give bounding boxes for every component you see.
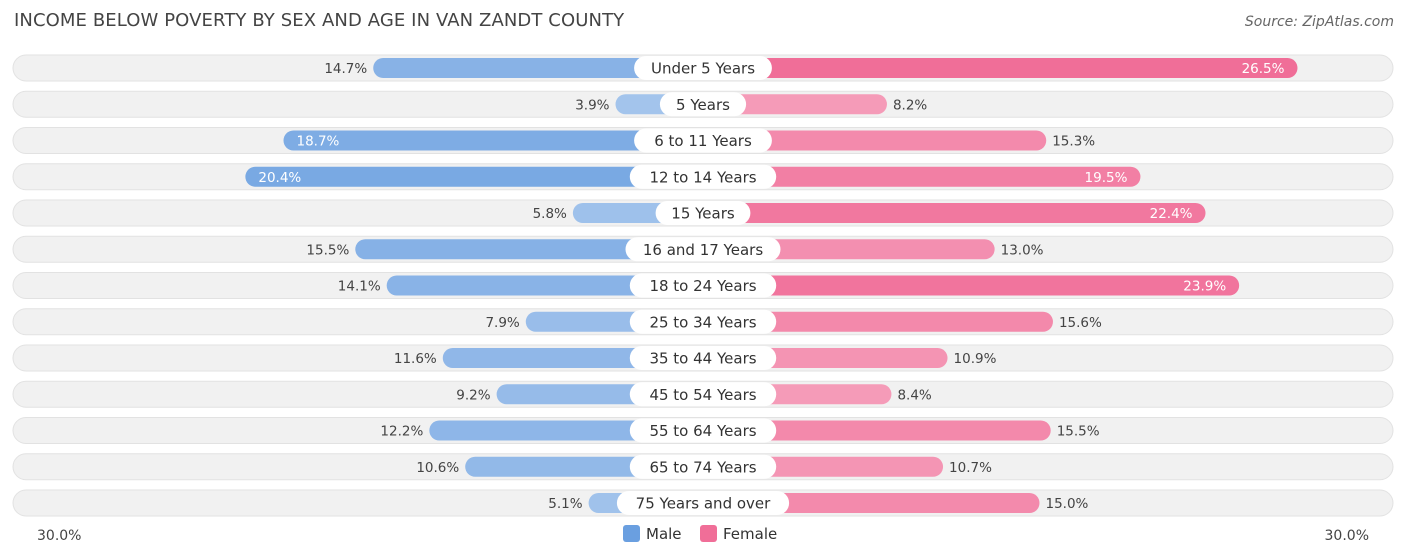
male-bar bbox=[245, 166, 704, 187]
category-label-pill bbox=[629, 454, 777, 479]
axis-right-label: 30.0% bbox=[1325, 528, 1369, 544]
category-label: 25 to 34 Years bbox=[649, 313, 756, 331]
category-label: 5 Years bbox=[676, 96, 730, 114]
male-value-label: 5.8% bbox=[533, 206, 567, 222]
category-label-pill bbox=[629, 164, 777, 189]
category-label-pill bbox=[629, 418, 777, 443]
male-value-label: 5.1% bbox=[548, 496, 582, 512]
female-bar bbox=[703, 166, 1141, 187]
category-label: 75 Years and over bbox=[636, 495, 771, 513]
male-value-label: 7.9% bbox=[485, 315, 519, 331]
chart-source: Source: ZipAtlas.com bbox=[1244, 14, 1394, 30]
category-label: 16 and 17 Years bbox=[643, 241, 763, 259]
category-label: 55 to 64 Years bbox=[649, 422, 756, 440]
category-label-pill bbox=[629, 346, 777, 370]
category-label-pill bbox=[629, 273, 777, 298]
male-value-label: 18.7% bbox=[296, 134, 339, 150]
category-label-pill bbox=[634, 128, 772, 153]
legend-male-swatch bbox=[623, 525, 640, 542]
female-value-label: 15.5% bbox=[1057, 424, 1100, 440]
female-value-label: 23.9% bbox=[1183, 279, 1226, 295]
category-label: 6 to 11 Years bbox=[654, 132, 752, 150]
male-value-label: 3.9% bbox=[575, 97, 609, 113]
category-label: 12 to 14 Years bbox=[649, 168, 756, 186]
legend-male-label: Male bbox=[646, 525, 682, 543]
female-value-label: 26.5% bbox=[1242, 61, 1285, 77]
category-label: 45 to 54 Years bbox=[649, 386, 756, 404]
category-label-pill bbox=[629, 382, 777, 407]
male-bar bbox=[373, 58, 703, 78]
female-bar bbox=[703, 130, 1047, 151]
female-bar bbox=[703, 420, 1051, 441]
male-value-label: 9.2% bbox=[456, 387, 490, 403]
category-label-pill bbox=[659, 92, 747, 117]
category-label-pill bbox=[629, 309, 777, 334]
category-label: 35 to 44 Years bbox=[649, 350, 756, 368]
female-value-label: 15.6% bbox=[1059, 315, 1102, 331]
male-value-label: 12.2% bbox=[380, 424, 423, 440]
female-value-label: 10.7% bbox=[949, 460, 992, 476]
legend-female-label: Female bbox=[723, 525, 777, 543]
female-value-label: 15.0% bbox=[1046, 496, 1089, 512]
category-label: 18 to 24 Years bbox=[649, 277, 756, 295]
female-value-label: 8.4% bbox=[897, 387, 931, 403]
male-value-label: 11.6% bbox=[394, 351, 437, 367]
category-label: 65 to 74 Years bbox=[649, 458, 756, 476]
male-value-label: 14.1% bbox=[338, 279, 381, 295]
category-label: 15 Years bbox=[671, 205, 735, 223]
male-bar bbox=[355, 239, 703, 260]
female-bar bbox=[703, 94, 887, 115]
male-value-label: 10.6% bbox=[416, 460, 459, 476]
male-bar bbox=[283, 130, 703, 151]
female-bar bbox=[703, 203, 1206, 223]
category-label: Under 5 Years bbox=[651, 60, 755, 78]
female-bar bbox=[703, 275, 1240, 296]
legend-female-swatch bbox=[700, 525, 717, 542]
male-bar bbox=[386, 275, 703, 296]
female-value-label: 8.2% bbox=[893, 97, 927, 113]
category-label-pill bbox=[634, 56, 772, 80]
female-bar bbox=[703, 58, 1298, 78]
female-value-label: 10.9% bbox=[954, 351, 997, 367]
category-label-pill bbox=[625, 237, 781, 262]
category-label-pill bbox=[655, 201, 751, 225]
male-value-label: 20.4% bbox=[258, 170, 301, 186]
female-value-label: 19.5% bbox=[1085, 170, 1128, 186]
female-value-label: 13.0% bbox=[1001, 242, 1044, 258]
female-value-label: 15.3% bbox=[1052, 134, 1095, 150]
female-bar bbox=[703, 311, 1053, 332]
female-value-label: 22.4% bbox=[1150, 206, 1193, 222]
category-label-pill bbox=[616, 491, 790, 515]
axis-left-label: 30.0% bbox=[37, 528, 81, 544]
male-value-label: 14.7% bbox=[324, 61, 367, 77]
chart-title: INCOME BELOW POVERTY BY SEX AND AGE IN V… bbox=[14, 10, 625, 31]
male-value-label: 15.5% bbox=[306, 242, 349, 258]
